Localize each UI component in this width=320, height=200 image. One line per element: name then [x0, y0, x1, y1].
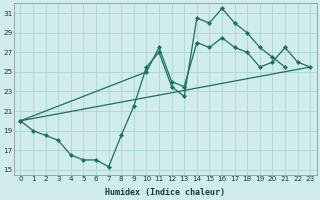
X-axis label: Humidex (Indice chaleur): Humidex (Indice chaleur): [105, 188, 225, 197]
